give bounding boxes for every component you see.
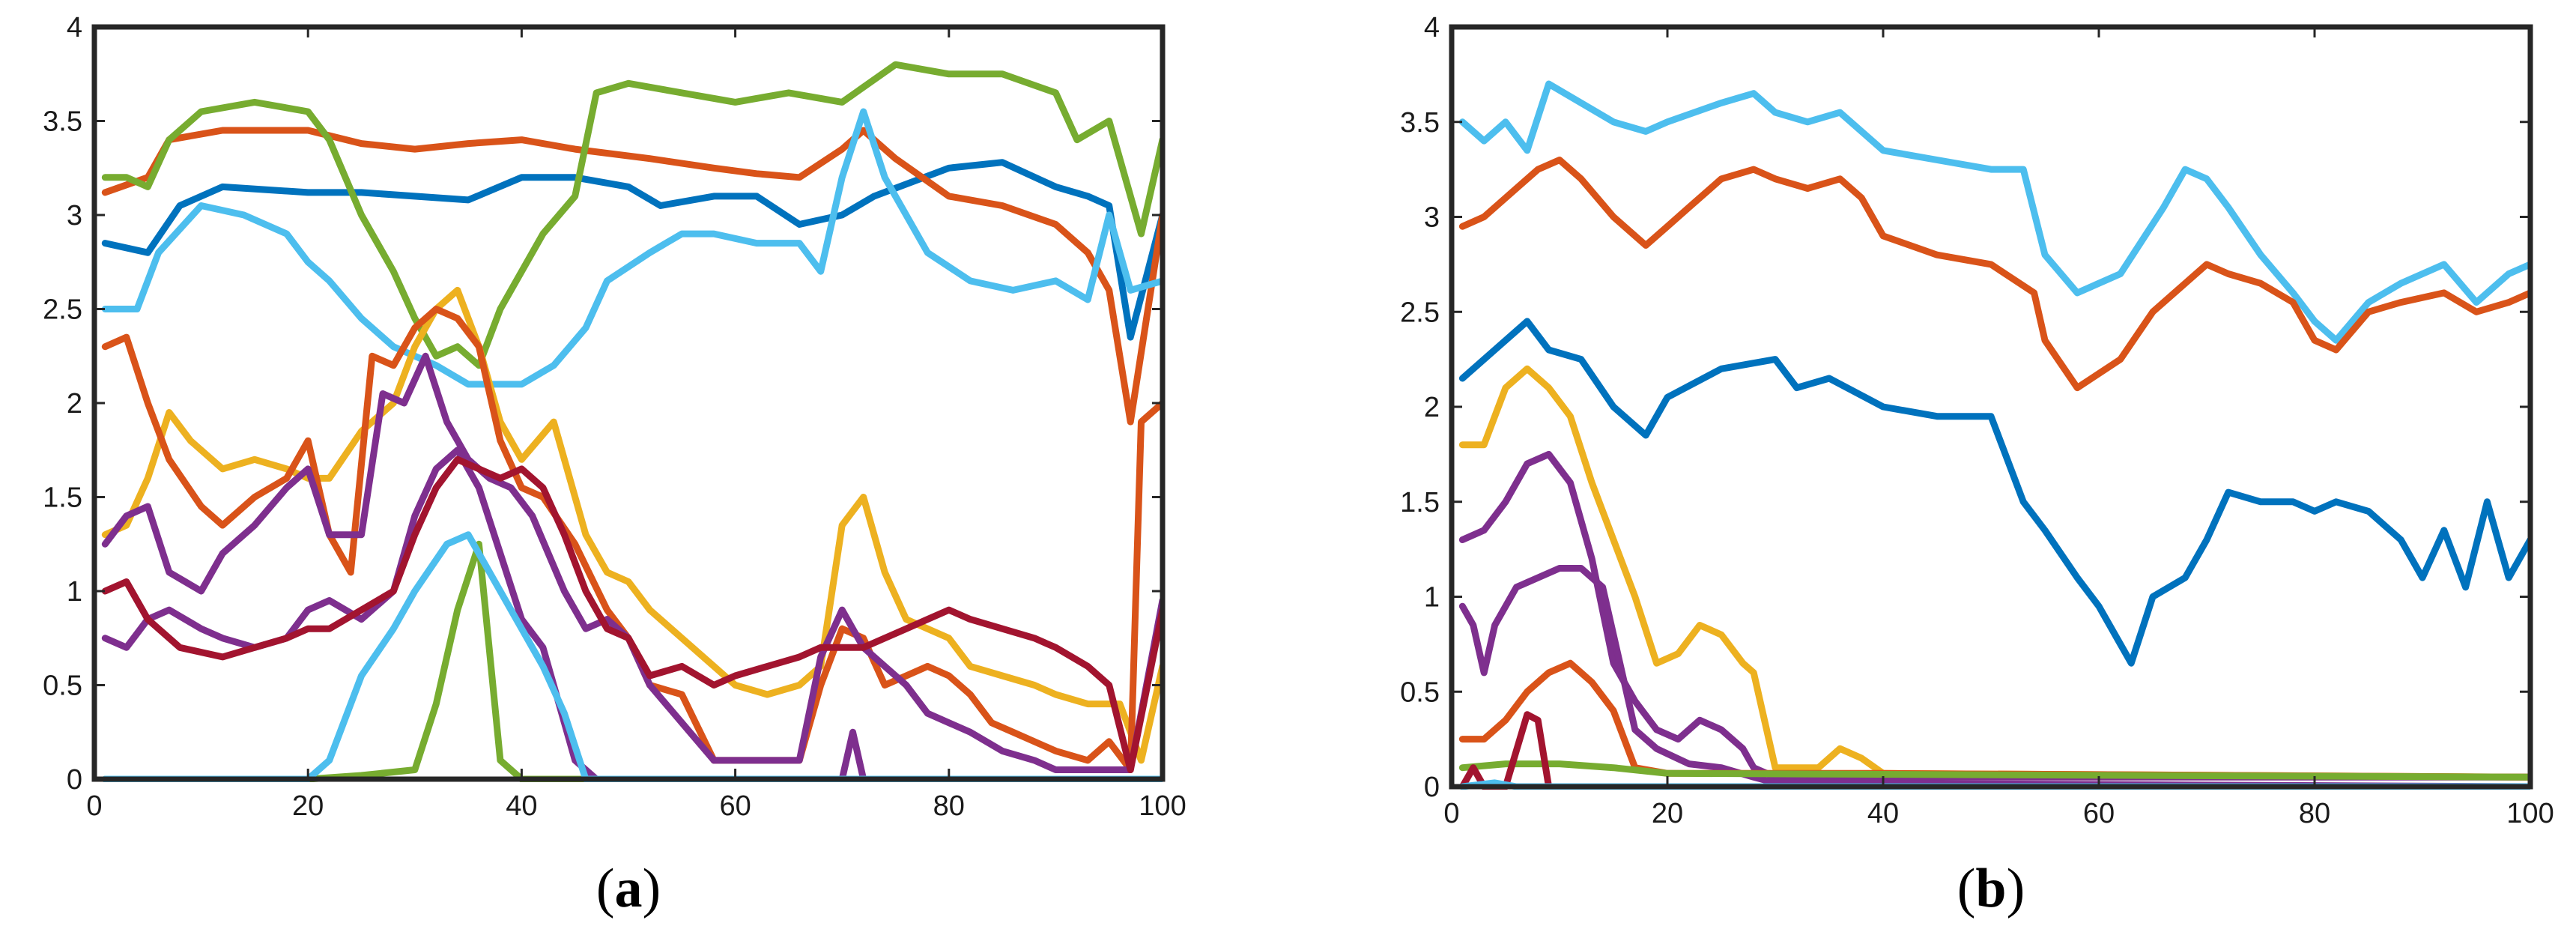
series-line-series-2 xyxy=(101,127,1163,426)
y-tick-label: 0 xyxy=(1424,772,1440,803)
y-tick-label: 4 xyxy=(67,12,82,43)
x-tick-label: 60 xyxy=(719,790,751,822)
series-line-series-11 xyxy=(101,531,1163,782)
y-tick-label: 1 xyxy=(67,576,82,608)
series-line-series-4 xyxy=(1458,365,2530,781)
series-line-series-1 xyxy=(101,159,1163,341)
series-line-series-5 xyxy=(101,286,1163,764)
axes-frame xyxy=(91,24,1166,782)
x-tick-label: 40 xyxy=(506,790,537,822)
y-tick-label: 2 xyxy=(67,388,82,420)
x-tick-label: 100 xyxy=(2506,798,2554,829)
panel-b: 0 20 40 60 80 100 0 0.5 1 1.5 2 2.5 3 3.5 4 (b) xyxy=(1400,12,2554,919)
x-tick-label: 100 xyxy=(1139,790,1186,822)
plot-area xyxy=(1452,27,2530,787)
y-tick-label: 2 xyxy=(1424,392,1440,423)
caption-open: ( xyxy=(596,858,615,919)
series-line-series-9 xyxy=(1458,711,2530,790)
y-tick-label: 2.5 xyxy=(43,294,82,326)
caption-open: ( xyxy=(1957,858,1976,919)
y-tick-label: 3.5 xyxy=(1400,107,1440,139)
y-tick-label: 1 xyxy=(1424,582,1440,614)
y-tick-label: 4 xyxy=(1424,12,1440,43)
caption-close: ) xyxy=(643,858,661,919)
y-tick-label: 0 xyxy=(67,764,82,796)
axes-frame xyxy=(1449,24,2533,790)
y-tick-label: 3.5 xyxy=(43,106,82,138)
y-tick-label: 0.5 xyxy=(1400,677,1440,708)
axes: 0 20 40 60 80 100 0 0.5 1 1.5 2 2.5 3 3.5 4 xyxy=(1400,12,2554,829)
x-tick-label: 0 xyxy=(86,790,102,822)
series-line-series-2 xyxy=(1458,157,2530,392)
series-line-series-3 xyxy=(101,61,1163,369)
series-line-series-1 xyxy=(1458,80,2530,344)
x-tick-label: 40 xyxy=(1867,798,1899,829)
panel-a: 0 20 40 60 80 100 0 0.5 1 1.5 2 2.5 3 3.5 4 (a) xyxy=(43,12,1187,919)
panel-caption: (b) xyxy=(1957,858,2025,919)
x-tick-label: 60 xyxy=(2083,798,2115,829)
x-tick-label: 20 xyxy=(292,790,324,822)
series-line-series-3 xyxy=(1458,318,2530,667)
y-tick-label: 3 xyxy=(67,200,82,232)
caption-letter: a xyxy=(615,858,643,919)
series-line-series-7 xyxy=(101,352,1163,773)
caption-close: ) xyxy=(2007,858,2025,919)
series-line-series-5 xyxy=(1458,450,2530,781)
caption-letter: b xyxy=(1975,858,2006,919)
series-line-series-4 xyxy=(101,108,1163,388)
plot-area xyxy=(94,27,1163,779)
panel-caption: (a) xyxy=(596,858,661,919)
series-group xyxy=(101,61,1163,782)
series-line-series-8 xyxy=(1458,760,2530,781)
y-tick-label: 3 xyxy=(1424,202,1440,234)
x-tick-label: 80 xyxy=(2299,798,2330,829)
y-tick-label: 2.5 xyxy=(1400,297,1440,328)
x-tick-label: 20 xyxy=(1652,798,1683,829)
y-tick-label: 1.5 xyxy=(1400,487,1440,518)
y-tick-label: 0.5 xyxy=(43,671,82,702)
x-tick-label: 0 xyxy=(1443,798,1459,829)
x-tick-label: 80 xyxy=(933,790,965,822)
y-tick-label: 1.5 xyxy=(43,482,82,514)
series-line-series-9 xyxy=(101,456,1163,773)
axes: 0 20 40 60 80 100 0 0.5 1 1.5 2 2.5 3 3.5 4 xyxy=(43,12,1187,822)
